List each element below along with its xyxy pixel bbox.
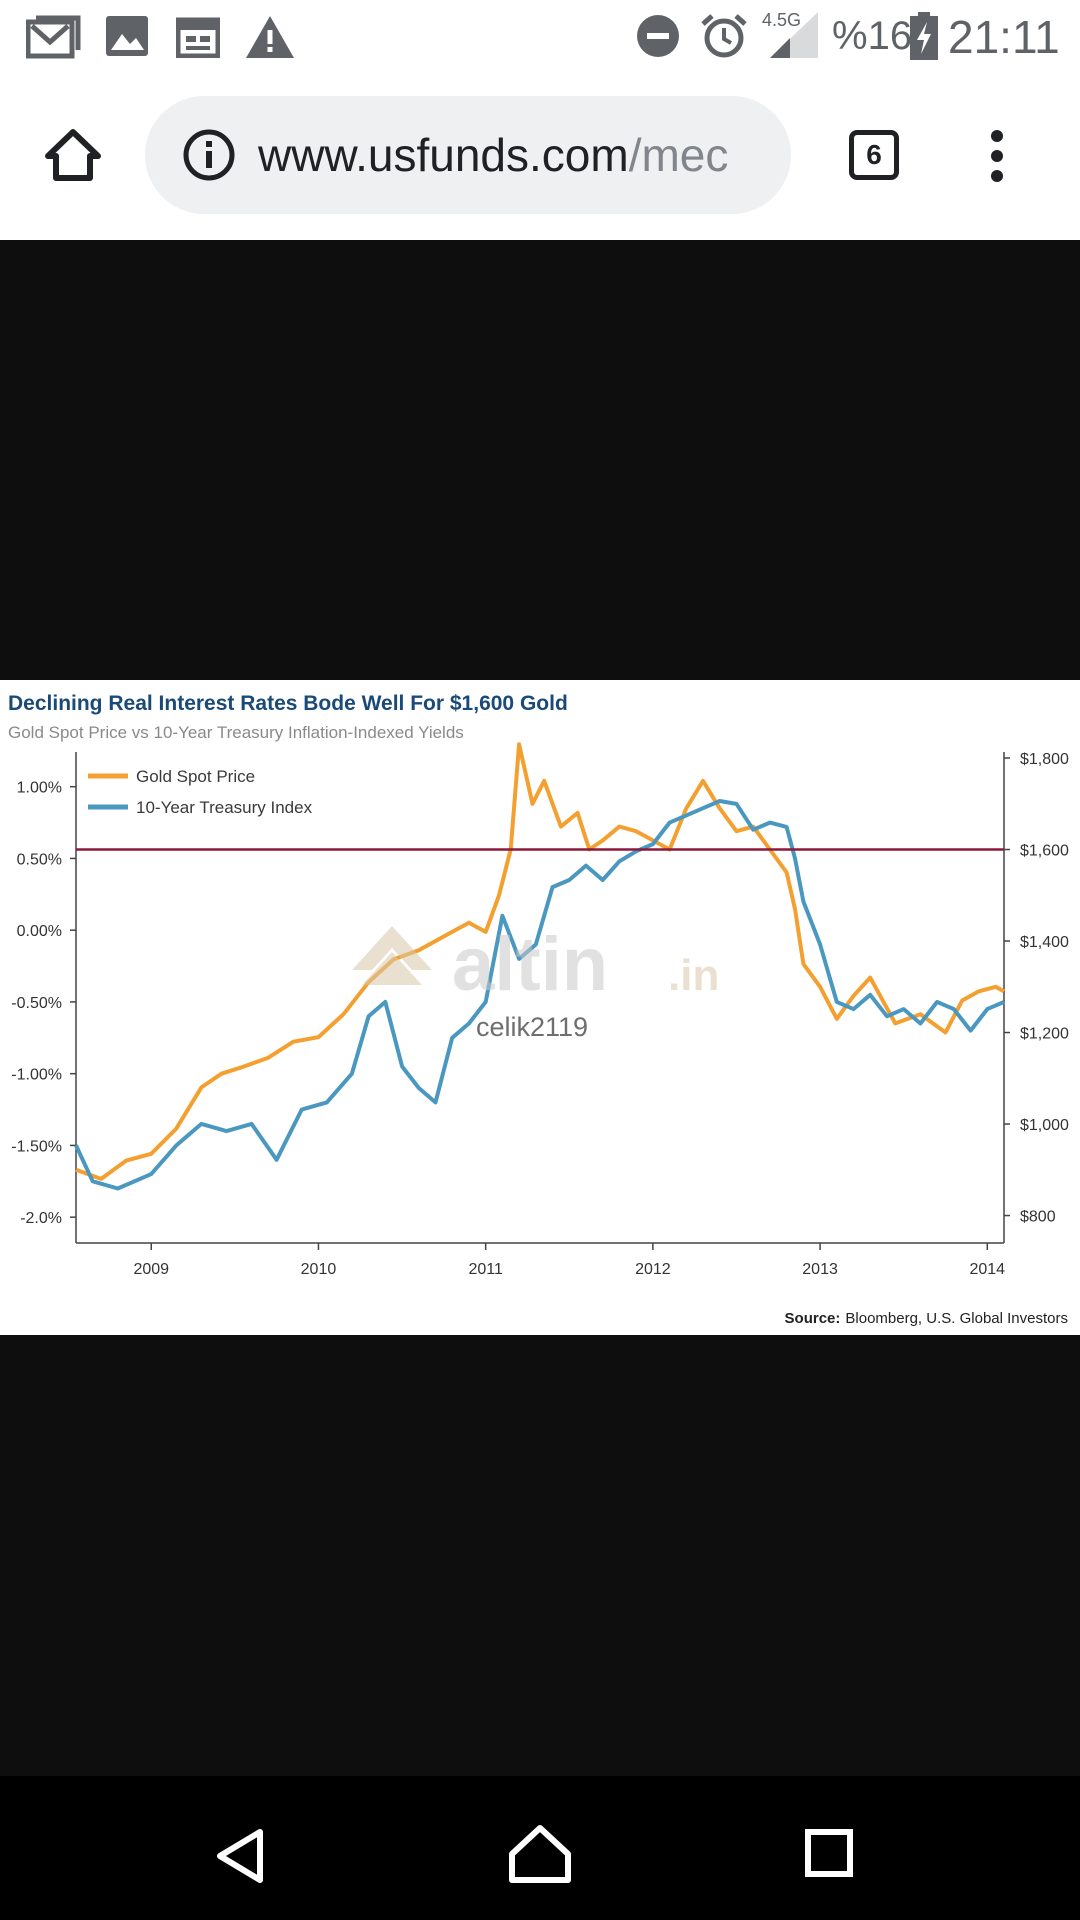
- tab-switcher-button[interactable]: 6: [849, 130, 899, 180]
- chart-source: Source: Bloomberg, U.S. Global Investors: [785, 1310, 1068, 1327]
- y-right-tick-label: $1,600: [1020, 843, 1069, 860]
- watermark-logo-icon: [352, 926, 432, 970]
- x-tick-label: 2011: [468, 1261, 503, 1278]
- source-label: Source:: [785, 1310, 841, 1327]
- address-bar[interactable]: www.usfunds.com/mec: [145, 96, 791, 214]
- home-icon[interactable]: [44, 128, 102, 182]
- recents-icon[interactable]: [804, 1828, 854, 1878]
- x-tick-label: 2013: [802, 1261, 838, 1278]
- warning-icon: [246, 16, 294, 58]
- url-host: www.usfunds.com: [258, 129, 629, 181]
- source-text: Bloomberg, U.S. Global Investors: [845, 1310, 1068, 1327]
- chart-subtitle: Gold Spot Price vs 10-Year Treasury Infl…: [8, 723, 464, 742]
- clock-label: 21:11: [948, 11, 1060, 63]
- x-tick-label: 2009: [133, 1261, 169, 1278]
- legend-label-gold: Gold Spot Price: [136, 767, 255, 786]
- y-left-tick-label: -1.00%: [11, 1067, 62, 1084]
- gmail-icon: [26, 15, 81, 59]
- y-left-tick-label: -0.50%: [11, 995, 62, 1012]
- watermark-brand-suffix: .in: [668, 951, 719, 1000]
- y-left-tick-label: 0.50%: [17, 851, 62, 868]
- gallery-icon: [106, 16, 148, 56]
- back-icon[interactable]: [214, 1828, 266, 1884]
- watermark-user: celik2119: [476, 1012, 588, 1042]
- home-nav-icon[interactable]: [508, 1824, 572, 1884]
- x-tick-label: 2010: [301, 1261, 337, 1278]
- battery-percent-label: %16: [832, 14, 913, 58]
- y-left-tick-label: -2.0%: [20, 1210, 62, 1227]
- x-tick-label: 2014: [969, 1261, 1005, 1278]
- watermark-logo-shape: [362, 952, 422, 985]
- signal-icon: [770, 12, 818, 58]
- do-not-disturb-icon: [637, 15, 679, 57]
- y-right-tick-label: $1,800: [1020, 751, 1069, 768]
- y-left-tick-label: 1.00%: [17, 780, 62, 797]
- chart-title: Declining Real Interest Rates Bode Well …: [8, 692, 568, 715]
- watermark: altin .in: [352, 922, 719, 1007]
- x-tick-label: 2012: [635, 1261, 671, 1278]
- network-type-label: 4.5G: [762, 10, 802, 30]
- legend-label-treasury: 10-Year Treasury Index: [136, 798, 313, 817]
- y-right-tick-label: $800: [1020, 1209, 1056, 1226]
- url-path: /mec: [628, 129, 729, 181]
- y-left-tick-label: -1.50%: [11, 1138, 62, 1155]
- chart-svg: Declining Real Interest Rates Bode Well …: [8, 692, 1069, 1327]
- y-right-tick-label: $1,000: [1020, 1117, 1069, 1134]
- more-vert-icon[interactable]: [986, 128, 1008, 184]
- calendar-icon: [176, 17, 220, 58]
- battery-charging-icon: [910, 12, 938, 60]
- watermark-brand: altin: [452, 922, 608, 1007]
- treasury-index-line: [74, 799, 1005, 1191]
- chart-image: Declining Real Interest Rates Bode Well …: [0, 680, 1080, 1335]
- alarm-icon: [701, 14, 747, 58]
- status-bar: 4.5G %16 21:11: [0, 0, 1080, 78]
- y-left-tick-label: 0.00%: [17, 923, 62, 940]
- y-right-tick-label: $1,200: [1020, 1026, 1069, 1043]
- url-text[interactable]: www.usfunds.com/mec: [258, 128, 768, 182]
- legend: Gold Spot Price 10-Year Treasury Index: [88, 767, 313, 817]
- navigation-bar: [0, 1776, 1080, 1920]
- info-icon[interactable]: [183, 129, 235, 181]
- y-right-tick-label: $1,400: [1020, 934, 1069, 951]
